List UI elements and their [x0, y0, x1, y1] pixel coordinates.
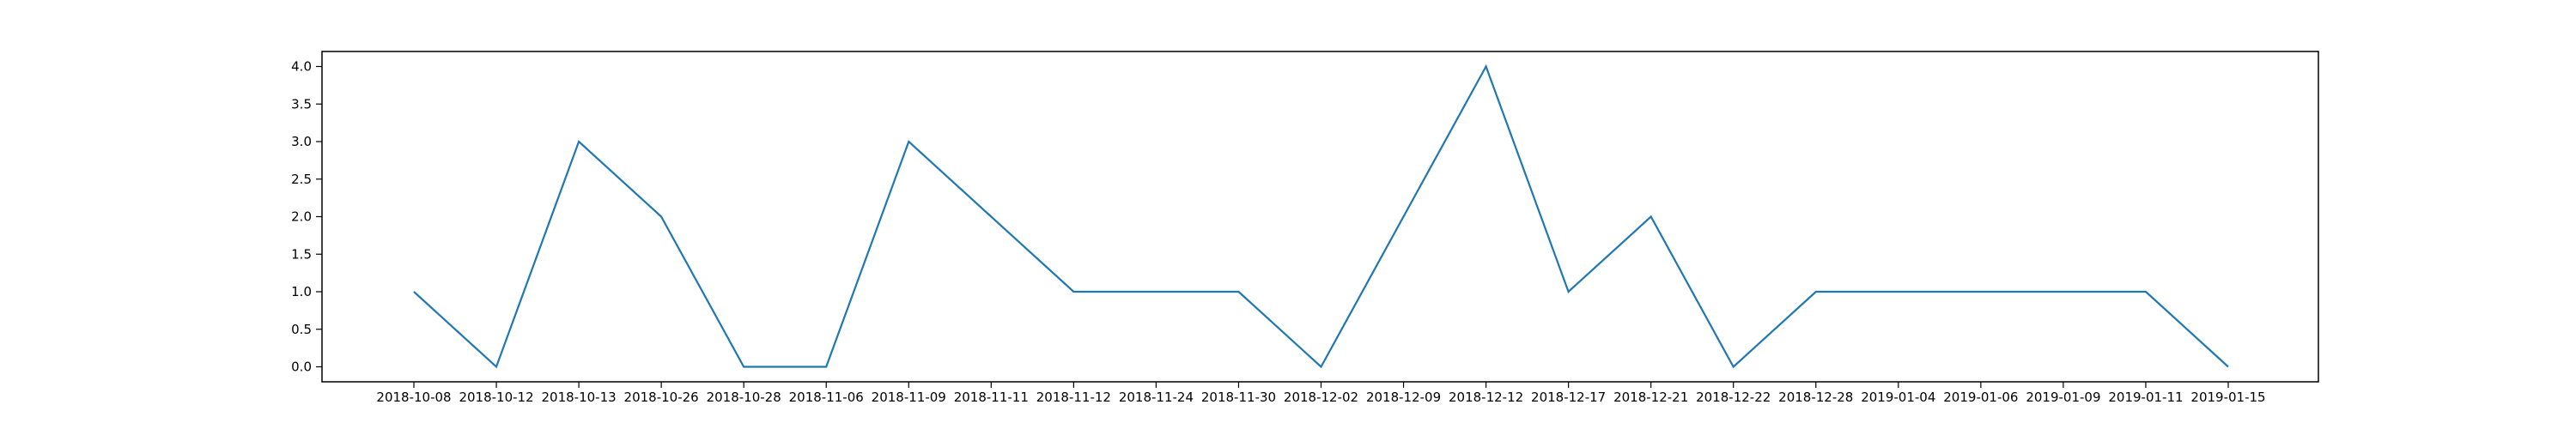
x-tick-label: 2018-12-12: [1449, 390, 1523, 405]
x-tick-label: 2018-11-09: [872, 390, 946, 405]
x-tick-label: 2018-10-26: [624, 390, 699, 405]
y-tick-label: 0.0: [291, 360, 312, 375]
x-tick-label: 2018-10-12: [459, 390, 533, 405]
x-tick-label: 2019-01-06: [1943, 390, 2018, 405]
x-tick-label: 2018-11-30: [1201, 390, 1276, 405]
y-tick-label: 3.0: [291, 134, 312, 149]
x-tick-label: 2018-12-21: [1613, 390, 1688, 405]
x-tick-label: 2018-10-28: [707, 390, 781, 405]
y-tick-label: 3.5: [291, 96, 312, 112]
x-tick-label: 2019-01-04: [1861, 390, 1935, 405]
x-tick-label: 2018-12-17: [1531, 390, 1606, 405]
x-tick-label: 2018-12-22: [1696, 390, 1771, 405]
x-tick-label: 2018-10-08: [376, 390, 451, 405]
x-tick-label: 2018-10-13: [541, 390, 616, 405]
series-line: [413, 63, 2229, 369]
plot-area: [321, 51, 2319, 383]
x-tick-label: 2019-01-11: [2108, 390, 2183, 405]
x-tick-label: 2018-11-11: [954, 390, 1029, 405]
x-tick-label: 2018-11-12: [1036, 390, 1111, 405]
y-tick-label: 0.5: [291, 322, 312, 337]
y-tick-label: 4.0: [291, 59, 312, 75]
y-tick-label: 2.5: [291, 172, 312, 187]
y-axis: 0.0 0.5 1.0 1.5 2.0 2.5 3.0 3.5 4.0: [291, 59, 322, 375]
x-tick-label: 2018-12-02: [1284, 390, 1358, 405]
x-tick-label: 2018-11-24: [1119, 390, 1194, 405]
x-tick-label: 2018-11-06: [789, 390, 864, 405]
y-tick-label: 1.5: [291, 246, 312, 262]
x-tick-label: 2018-12-09: [1366, 390, 1441, 405]
y-tick-label: 1.0: [291, 284, 312, 299]
x-axis: 2018-10-08 2018-10-12 2018-10-13 2018-10-26…: [376, 382, 2266, 405]
series-layer: [413, 63, 2229, 369]
x-tick-label: 2018-12-28: [1778, 390, 1853, 405]
x-tick-label: 2019-01-15: [2190, 390, 2265, 405]
y-tick-label: 2.0: [291, 209, 312, 225]
x-tick-label: 2019-01-09: [2026, 390, 2100, 405]
